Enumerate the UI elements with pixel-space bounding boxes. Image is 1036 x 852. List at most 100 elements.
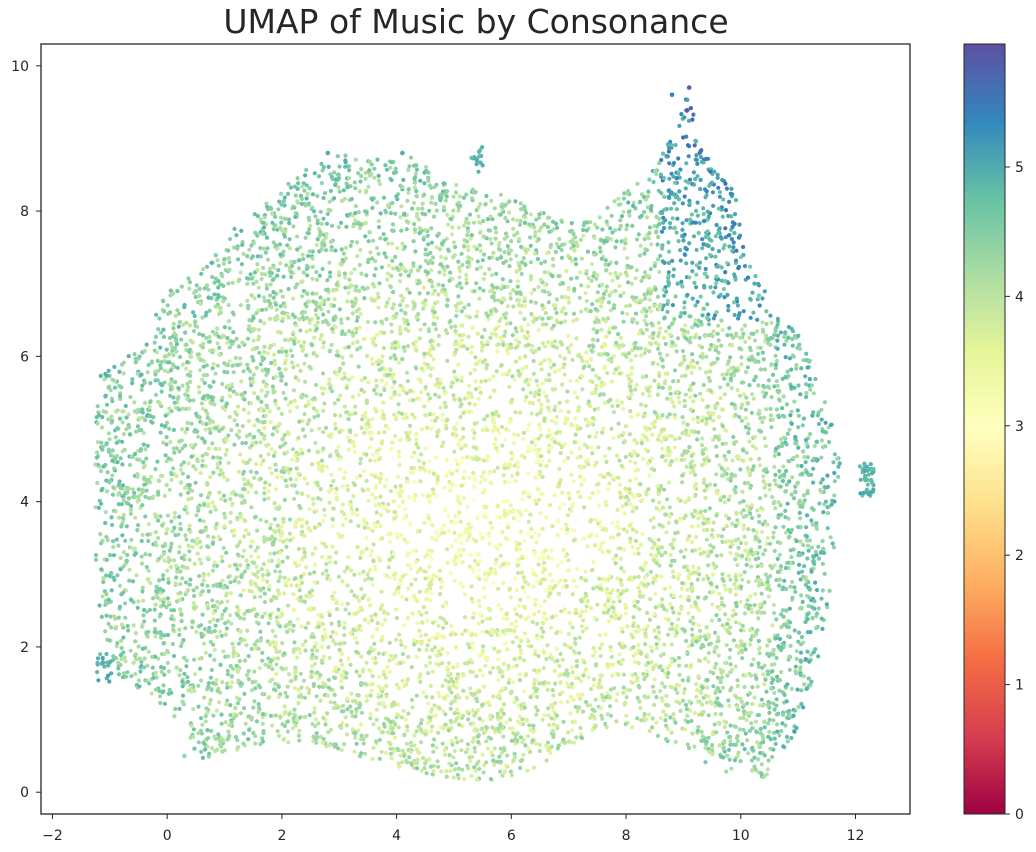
scatter-point [365,353,370,359]
scatter-point [404,391,409,396]
scatter-point [544,378,549,383]
scatter-point [311,406,316,411]
scatter-point [443,712,448,717]
scatter-point [488,608,493,613]
scatter-point [735,303,741,308]
scatter-point [372,175,377,180]
scatter-point [643,296,648,301]
scatter-point [210,598,215,603]
scatter-point [275,475,280,480]
scatter-point [493,561,498,566]
scatter-point [657,508,663,513]
scatter-point [265,572,270,577]
scatter-point [595,298,600,303]
scatter-point [540,717,545,722]
scatter-point [662,642,667,647]
scatter-point [104,613,109,618]
scatter-point [227,345,232,350]
scatter-point [724,372,729,377]
scatter-point [362,376,367,381]
scatter-point [285,684,290,689]
scatter-point [552,668,557,673]
scatter-point [489,241,494,246]
scatter-point [276,557,281,563]
scatter-point [635,546,640,551]
scatter-point [337,467,342,472]
scatter-point [339,198,344,203]
scatter-point [517,603,522,609]
scatter-point [761,357,766,362]
scatter-point [588,715,593,721]
scatter-point [242,534,247,539]
scatter-point [807,377,812,382]
scatter-point [593,517,598,522]
scatter-point [348,631,353,636]
scatter-point [615,576,620,581]
scatter-point [93,462,98,467]
scatter-point [286,470,292,475]
scatter-point [168,387,173,392]
scatter-point [365,285,370,290]
scatter-point [722,660,728,666]
scatter-point [361,517,366,522]
scatter-point [387,658,392,663]
scatter-point [403,412,408,417]
scatter-point [284,537,289,543]
scatter-point [386,502,391,507]
scatter-point [812,444,817,449]
scatter-point [811,466,816,471]
scatter-point [130,377,135,382]
scatter-point [745,738,750,743]
scatter-point [121,625,126,630]
scatter-point [753,592,758,597]
scatter-point [377,726,382,731]
scatter-point [147,496,152,501]
scatter-point [330,389,335,394]
scatter-point [599,256,604,261]
scatter-point [698,634,703,640]
scatter-point [386,241,391,246]
scatter-point [688,335,693,340]
scatter-point [478,510,484,516]
scatter-point [336,457,342,462]
scatter-point [185,360,190,365]
scatter-point [625,311,630,317]
scatter-point [636,232,641,237]
scatter-point [740,489,745,494]
scatter-point [453,458,459,463]
scatter-point [123,601,128,606]
scatter-point [750,610,755,615]
scatter-point [563,311,568,316]
scatter-point [774,407,780,412]
scatter-point [683,186,688,191]
scatter-point [690,117,695,122]
scatter-point [445,303,450,308]
scatter-point [578,494,583,500]
scatter-point [260,614,265,620]
scatter-point [104,410,109,415]
scatter-point [757,545,762,550]
scatter-point [669,642,675,647]
scatter-point [116,666,121,671]
scatter-point [694,694,699,699]
scatter-point [286,431,291,436]
scatter-point [518,765,523,771]
scatter-point [513,576,518,581]
scatter-point [819,407,824,412]
scatter-point [311,734,316,739]
scatter-point [295,282,300,287]
scatter-point [384,381,389,386]
scatter-point [372,641,377,646]
scatter-point [370,656,375,661]
scatter-point [378,236,383,241]
scatter-point [566,491,571,496]
scatter-point [475,259,480,264]
scatter-point [642,694,647,699]
scatter-point [628,388,634,393]
scatter-point [616,196,621,201]
scatter-point [211,713,216,718]
scatter-point [498,759,503,765]
scatter-point [491,694,496,699]
scatter-point [803,382,809,387]
scatter-point [194,513,199,518]
